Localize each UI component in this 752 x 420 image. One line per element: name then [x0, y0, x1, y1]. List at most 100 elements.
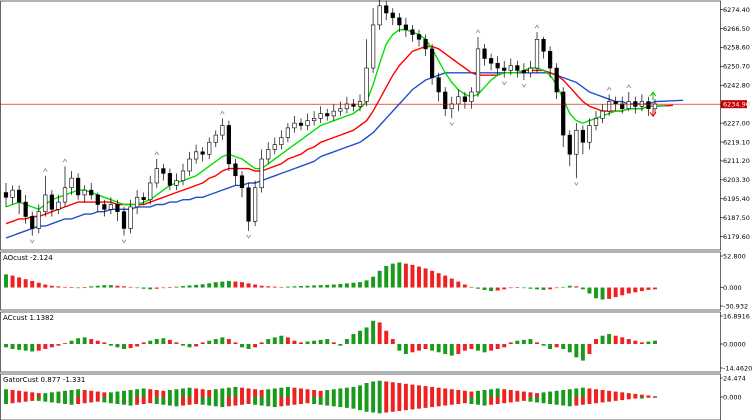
histogram-bar: [246, 344, 251, 349]
histogram-bar: [417, 266, 421, 288]
gator-lower-bar: [489, 397, 494, 405]
gator-upper-bar: [207, 390, 212, 397]
gator-upper-bar: [613, 391, 618, 397]
histogram-bar: [633, 287, 638, 293]
gator-lower-bar: [253, 397, 258, 405]
histogram-bar: [285, 337, 290, 345]
gator-upper-bar: [495, 388, 500, 397]
candle-body: [554, 67, 559, 93]
gator-upper-bar: [213, 389, 218, 397]
candle-body: [56, 201, 61, 210]
gator-upper-bar: [462, 390, 467, 397]
gator-upper-bar: [351, 386, 356, 397]
fractal-down-marker: [449, 122, 455, 127]
gator-upper-bar: [403, 383, 408, 397]
histogram-bar: [456, 344, 461, 354]
gator-lower-bar: [148, 397, 153, 404]
gator-lower-bar: [403, 397, 408, 411]
histogram-bar: [561, 286, 566, 288]
ac-indicator-panel: ACcust 1.1382 16.8916 0.0000 -14.4620: [0, 311, 752, 373]
gator-upper-bar: [390, 382, 395, 397]
price-tick-label: 6242.80: [723, 82, 750, 90]
gator-lower-bar: [456, 397, 461, 404]
histogram-bar: [528, 287, 533, 289]
gator-lower-bar: [521, 397, 526, 401]
gator-lower-bar: [561, 397, 566, 406]
histogram-bar: [141, 342, 146, 345]
gator-lower-bar: [535, 397, 539, 403]
histogram-bar: [476, 344, 480, 351]
buy-signal-arrow: [649, 91, 657, 101]
histogram-bar: [646, 287, 651, 290]
gator-lower-bar: [128, 397, 133, 406]
candle-body: [548, 50, 553, 69]
gator-lower-bar: [246, 397, 251, 404]
histogram-bar: [646, 341, 651, 345]
price-tick-label: 6195.40: [723, 195, 750, 203]
histogram-bar: [56, 344, 61, 346]
candle-body: [469, 91, 474, 102]
gator-upper-bar: [115, 391, 120, 397]
histogram-bar: [115, 285, 120, 288]
histogram-bar: [633, 340, 638, 345]
gator-lower-bar: [580, 397, 585, 405]
histogram-bar: [495, 344, 500, 349]
gator-lower-bar: [122, 397, 126, 405]
histogram-bar: [351, 334, 356, 345]
histogram-bar: [639, 342, 644, 345]
histogram-bar: [443, 344, 448, 354]
histogram-bar: [240, 282, 244, 288]
price-tick-label: 6227.00: [723, 119, 750, 127]
histogram-bar: [279, 335, 284, 345]
histogram-bar: [626, 339, 631, 345]
candle-body: [62, 187, 68, 203]
indicator-label: AOcust -2.124: [3, 254, 53, 262]
gator-upper-bar: [167, 390, 172, 397]
ao-indicator-panel: AOcust -2.124 52.800 0.000 -30.932: [0, 251, 748, 311]
candle-body: [377, 5, 382, 26]
gator-upper-bar: [417, 385, 421, 397]
gator-upper-bar: [233, 386, 238, 397]
candle-body: [462, 96, 467, 102]
gator-lower-bar: [17, 397, 22, 403]
gator-upper-bar: [515, 390, 520, 397]
histogram-bar: [390, 263, 395, 288]
gator-upper-bar: [312, 390, 317, 397]
histogram-bar: [23, 344, 28, 351]
gator-lower-bar: [292, 397, 297, 405]
histogram-bar: [495, 287, 500, 291]
candle-body: [272, 144, 277, 150]
gator-upper-bar: [521, 391, 526, 397]
candle-body: [423, 39, 428, 50]
histogram-bar: [325, 284, 330, 288]
gator-upper-bar: [56, 391, 61, 397]
gator-upper-bar: [174, 389, 179, 397]
candle-body: [174, 180, 179, 186]
histogram-bar: [587, 287, 592, 294]
gator-lower-bar: [108, 397, 113, 404]
candle-body: [82, 189, 87, 196]
gator-upper-bar: [535, 393, 539, 397]
gator-upper-bar: [325, 390, 330, 397]
histogram-bar: [259, 285, 264, 288]
gator-upper-bar: [122, 390, 126, 397]
histogram-bar: [115, 344, 120, 348]
gator-lower-bar: [181, 397, 185, 406]
histogram-bar: [128, 286, 133, 288]
candle-body: [397, 17, 402, 26]
gator-upper-bar: [89, 390, 94, 397]
histogram-bar: [187, 344, 192, 348]
gator-upper-bar: [626, 393, 631, 397]
histogram-bar: [443, 275, 448, 288]
gator-lower-bar: [653, 397, 657, 398]
candle-body: [626, 101, 631, 110]
gator-upper-bar: [154, 390, 159, 397]
candle-body: [285, 127, 290, 138]
histogram-bar: [279, 286, 284, 288]
histogram-bar: [95, 285, 100, 288]
histogram-bar: [292, 286, 297, 288]
histogram-bar: [410, 264, 415, 288]
gator-upper-bar: [76, 389, 81, 397]
histogram-bar: [266, 286, 271, 288]
indicator-tick-label: -14.4620: [723, 364, 752, 372]
